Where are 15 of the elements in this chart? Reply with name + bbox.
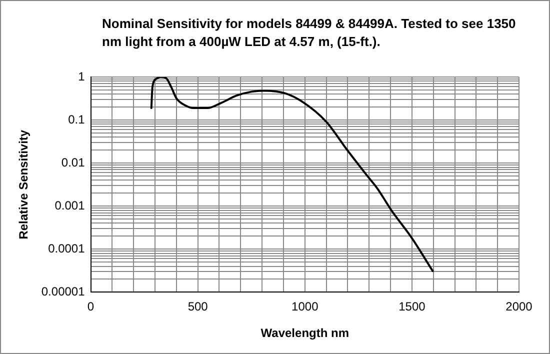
y-tick-label: 1: [78, 69, 86, 84]
x-tick-label: 1500: [398, 300, 426, 314]
y-tick-label: 0.1: [68, 112, 86, 126]
x-tick-label: 1000: [292, 300, 319, 314]
y-tick-label: 0.01: [61, 155, 86, 170]
x-tick-label: 2000: [506, 300, 533, 314]
x-axis-title: Wavelength nm: [260, 326, 350, 340]
y-tick-label: 0.0001: [48, 241, 86, 256]
line-series: [150, 77, 434, 272]
y-axis-title: Relative Sensitivity: [16, 130, 31, 240]
y-tick-label: 0.001: [54, 198, 86, 212]
y-tick-label: 0.00001: [41, 284, 86, 299]
x-tick-label: 0: [87, 300, 94, 314]
x-tick-label: 500: [188, 300, 208, 314]
chart-title: Nominal Sensitivity for models 84499 & 84499A. Tested to see 1350 nm light from a 400µW LED at 4.57 m, (15-ft.).: [102, 15, 517, 51]
